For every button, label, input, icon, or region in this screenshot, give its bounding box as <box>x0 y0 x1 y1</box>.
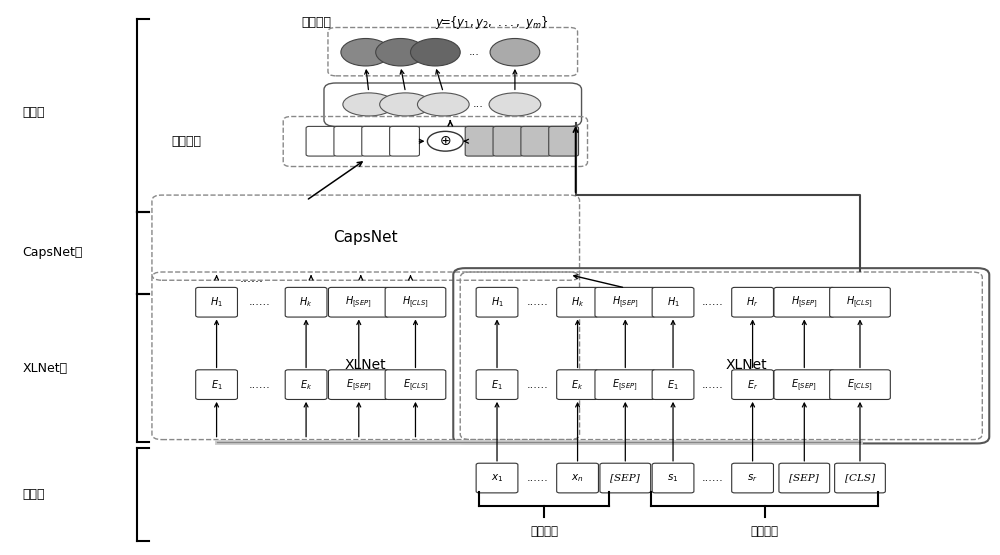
Text: $E_1$: $E_1$ <box>211 378 222 391</box>
Text: 辅助句子: 辅助句子 <box>751 524 779 538</box>
Ellipse shape <box>489 93 541 116</box>
Text: ......: ...... <box>702 473 724 483</box>
FancyBboxPatch shape <box>285 287 327 317</box>
Circle shape <box>490 38 540 66</box>
Ellipse shape <box>343 93 395 116</box>
Text: $E_r$: $E_r$ <box>747 378 758 391</box>
Text: XLNet: XLNet <box>726 358 767 372</box>
Text: $H_{[SEP]}$: $H_{[SEP]}$ <box>791 294 818 310</box>
Text: ......: ...... <box>527 380 549 390</box>
FancyBboxPatch shape <box>652 287 694 317</box>
Text: $x_n$: $x_n$ <box>571 472 584 484</box>
Text: $H_1$: $H_1$ <box>491 295 503 309</box>
Text: $s_1$: $s_1$ <box>667 472 679 484</box>
Circle shape <box>411 38 460 66</box>
Text: 目标极性: 目标极性 <box>301 16 331 28</box>
FancyBboxPatch shape <box>476 463 518 493</box>
Text: ......: ...... <box>702 380 724 390</box>
Text: [SEP]: [SEP] <box>789 473 819 482</box>
Text: [CLS]: [CLS] <box>845 473 875 482</box>
Circle shape <box>427 132 463 151</box>
FancyBboxPatch shape <box>557 287 598 317</box>
Circle shape <box>376 38 425 66</box>
FancyBboxPatch shape <box>732 463 773 493</box>
FancyBboxPatch shape <box>328 370 389 400</box>
Text: $H_{[SEP]}$: $H_{[SEP]}$ <box>612 294 639 310</box>
Text: ...: ... <box>469 47 480 57</box>
FancyBboxPatch shape <box>779 463 830 493</box>
Text: $x_1$: $x_1$ <box>491 472 503 484</box>
Text: $E_{[CLS]}$: $E_{[CLS]}$ <box>847 377 873 392</box>
Text: ......: ...... <box>248 380 270 390</box>
FancyBboxPatch shape <box>774 370 835 400</box>
Text: ...: ... <box>473 99 484 109</box>
FancyBboxPatch shape <box>476 370 518 400</box>
Text: $E_{[SEP]}$: $E_{[SEP]}$ <box>612 377 638 392</box>
Ellipse shape <box>380 93 431 116</box>
Text: $E_{[SEP]}$: $E_{[SEP]}$ <box>346 377 372 392</box>
Text: $H_{[CLS]}$: $H_{[CLS]}$ <box>402 294 429 310</box>
Text: [SEP]: [SEP] <box>610 473 640 482</box>
FancyBboxPatch shape <box>521 127 551 156</box>
Text: $E_k$: $E_k$ <box>300 378 312 391</box>
Text: $H_1$: $H_1$ <box>667 295 680 309</box>
Text: XLNet层: XLNet层 <box>23 362 68 375</box>
Text: ......: ...... <box>702 297 724 307</box>
FancyBboxPatch shape <box>334 127 364 156</box>
Text: $H_k$: $H_k$ <box>571 295 584 309</box>
Text: 向量合并: 向量合并 <box>172 135 202 148</box>
Text: XLNet: XLNet <box>345 358 387 372</box>
Text: $E_{[SEP]}$: $E_{[SEP]}$ <box>791 377 817 392</box>
FancyBboxPatch shape <box>595 370 656 400</box>
Text: $H_k$: $H_k$ <box>299 295 313 309</box>
FancyBboxPatch shape <box>328 287 389 317</box>
Text: ......: ...... <box>248 297 270 307</box>
FancyBboxPatch shape <box>830 370 890 400</box>
FancyBboxPatch shape <box>465 127 495 156</box>
Text: ......: ...... <box>527 473 549 483</box>
Text: $E_{[CLS]}$: $E_{[CLS]}$ <box>403 377 428 392</box>
Text: $H_{[CLS]}$: $H_{[CLS]}$ <box>846 294 874 310</box>
FancyBboxPatch shape <box>600 463 651 493</box>
Text: 输出层: 输出层 <box>23 106 45 119</box>
Text: $s_r$: $s_r$ <box>747 472 758 484</box>
FancyBboxPatch shape <box>595 287 656 317</box>
FancyBboxPatch shape <box>557 370 598 400</box>
Text: CapsNet: CapsNet <box>333 230 398 245</box>
Text: $E_1$: $E_1$ <box>491 378 503 391</box>
Text: $\oplus$: $\oplus$ <box>439 134 451 148</box>
FancyBboxPatch shape <box>732 287 773 317</box>
Text: $y\!\!=\!\!\{y_1,y_2,\ ...,\ y_m\}$: $y\!\!=\!\!\{y_1,y_2,\ ...,\ y_m\}$ <box>435 13 549 31</box>
FancyBboxPatch shape <box>493 127 523 156</box>
Text: $E_1$: $E_1$ <box>667 378 679 391</box>
FancyBboxPatch shape <box>385 287 446 317</box>
FancyBboxPatch shape <box>835 463 885 493</box>
FancyBboxPatch shape <box>362 127 392 156</box>
FancyBboxPatch shape <box>652 463 694 493</box>
Text: $H_1$: $H_1$ <box>210 295 223 309</box>
FancyBboxPatch shape <box>385 370 446 400</box>
Circle shape <box>341 38 391 66</box>
FancyBboxPatch shape <box>549 127 579 156</box>
FancyBboxPatch shape <box>774 287 835 317</box>
Text: ......: ...... <box>527 297 549 307</box>
FancyBboxPatch shape <box>732 370 773 400</box>
FancyBboxPatch shape <box>196 287 237 317</box>
Text: ......: ...... <box>239 272 263 285</box>
Text: $H_{[SEP]}$: $H_{[SEP]}$ <box>345 294 372 310</box>
FancyBboxPatch shape <box>652 370 694 400</box>
FancyBboxPatch shape <box>390 127 419 156</box>
Text: 输入层: 输入层 <box>23 488 45 501</box>
Text: CapsNet层: CapsNet层 <box>23 246 83 259</box>
FancyBboxPatch shape <box>476 287 518 317</box>
FancyBboxPatch shape <box>830 287 890 317</box>
Text: $E_k$: $E_k$ <box>571 378 584 391</box>
Text: $H_r$: $H_r$ <box>746 295 759 309</box>
Ellipse shape <box>417 93 469 116</box>
FancyBboxPatch shape <box>285 370 327 400</box>
FancyBboxPatch shape <box>306 127 336 156</box>
Text: 目标文本: 目标文本 <box>530 524 558 538</box>
FancyBboxPatch shape <box>196 370 237 400</box>
FancyBboxPatch shape <box>557 463 598 493</box>
